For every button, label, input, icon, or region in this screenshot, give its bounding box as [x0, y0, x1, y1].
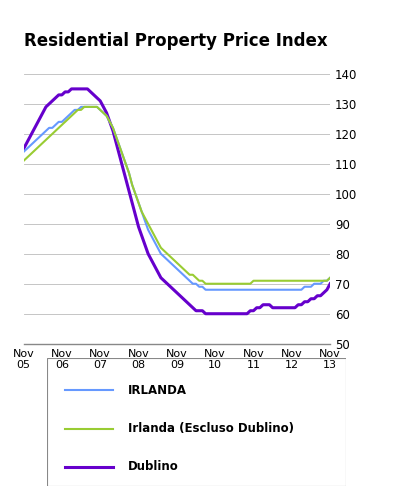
Text: Irlanda (Escluso Dublino): Irlanda (Escluso Dublino): [128, 422, 294, 435]
Text: Dublino: Dublino: [128, 461, 178, 473]
Text: IRLANDA: IRLANDA: [128, 384, 187, 397]
Text: Residential Property Price Index: Residential Property Price Index: [24, 32, 327, 50]
